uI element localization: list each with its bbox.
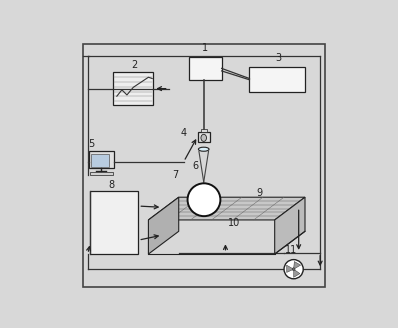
Text: 7: 7 xyxy=(172,170,178,179)
Text: 2: 2 xyxy=(131,60,138,70)
Bar xyxy=(90,191,139,254)
Text: 8: 8 xyxy=(109,180,115,190)
Text: 9: 9 xyxy=(256,189,263,198)
Bar xyxy=(250,67,305,92)
Polygon shape xyxy=(148,197,179,254)
Text: 3: 3 xyxy=(275,53,281,63)
Polygon shape xyxy=(294,261,301,269)
Bar xyxy=(113,72,154,105)
Text: 5: 5 xyxy=(88,139,95,149)
Bar xyxy=(90,172,113,175)
Ellipse shape xyxy=(199,147,209,151)
Text: 6: 6 xyxy=(193,161,199,171)
Bar xyxy=(198,132,210,142)
Bar xyxy=(201,129,207,132)
Polygon shape xyxy=(275,197,305,254)
Polygon shape xyxy=(294,269,300,277)
Text: 11: 11 xyxy=(285,245,297,255)
Bar xyxy=(89,151,114,168)
Circle shape xyxy=(284,259,303,279)
Text: 4: 4 xyxy=(180,128,186,138)
Text: 1: 1 xyxy=(202,43,208,53)
Polygon shape xyxy=(287,265,294,273)
Ellipse shape xyxy=(201,134,207,141)
Circle shape xyxy=(292,268,295,271)
Circle shape xyxy=(187,183,220,216)
Text: 10: 10 xyxy=(228,217,240,228)
Bar xyxy=(91,154,109,167)
Bar xyxy=(189,57,222,80)
Polygon shape xyxy=(148,197,305,220)
